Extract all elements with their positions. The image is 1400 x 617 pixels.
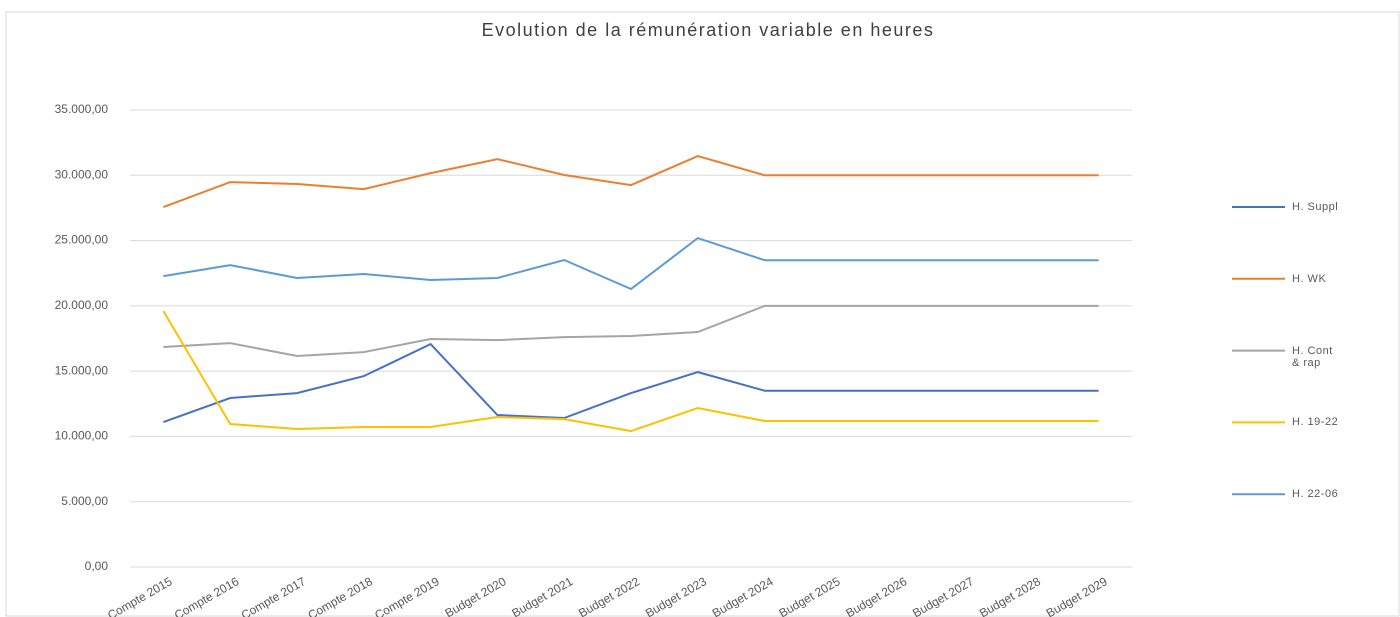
x-tick-label: Budget 2022 (576, 574, 642, 617)
x-tick-label: Compte 2015 (105, 574, 175, 617)
x-tick-label: Budget 2020 (443, 574, 509, 617)
series-line (163, 342, 1099, 424)
x-tick-label: Budget 2029 (1044, 574, 1110, 617)
legend-label: H. 22-06 (1292, 488, 1339, 501)
y-tick-label: 0,00 (85, 559, 109, 573)
x-tick-label: Compte 2017 (239, 574, 309, 617)
series-line (163, 155, 1099, 209)
legend-label: H. 19-22 (1292, 416, 1339, 429)
x-tick-label: Compte 2016 (172, 574, 242, 617)
chart-border (5, 11, 1400, 617)
series-line (162, 310, 1099, 433)
x-tick-label: Budget 2021 (509, 574, 575, 617)
legend-label: H. WK (1292, 272, 1327, 285)
x-tick-label: Budget 2024 (710, 574, 776, 617)
x-tick-label: Budget 2023 (643, 574, 709, 617)
chart-title: Evolution de la rémunération variable en… (482, 20, 935, 40)
series-line (163, 236, 1099, 291)
x-tick-label: Compte 2018 (305, 574, 375, 617)
legend-label: H. Cont & rap (1292, 344, 1333, 369)
x-tick-label: Budget 2027 (910, 574, 976, 617)
x-tick-label: Budget 2026 (843, 574, 909, 617)
legend-label: H. Suppl (1292, 201, 1339, 213)
y-tick-label: 15.000,00 (55, 363, 109, 377)
y-tick-label: 20.000,00 (55, 298, 109, 312)
x-tick-label: Budget 2025 (777, 574, 843, 617)
y-tick-label: 10.000,00 (55, 429, 109, 443)
y-tick-label: 25.000,00 (55, 233, 109, 247)
y-tick-label: 30.000,00 (55, 167, 109, 181)
x-tick-label: Compte 2019 (372, 574, 442, 617)
series-line (163, 304, 1099, 358)
y-tick-label: 35.000,00 (55, 102, 109, 116)
x-tick-label: Budget 2028 (977, 574, 1043, 617)
y-tick-label: 5.000,00 (61, 494, 108, 508)
